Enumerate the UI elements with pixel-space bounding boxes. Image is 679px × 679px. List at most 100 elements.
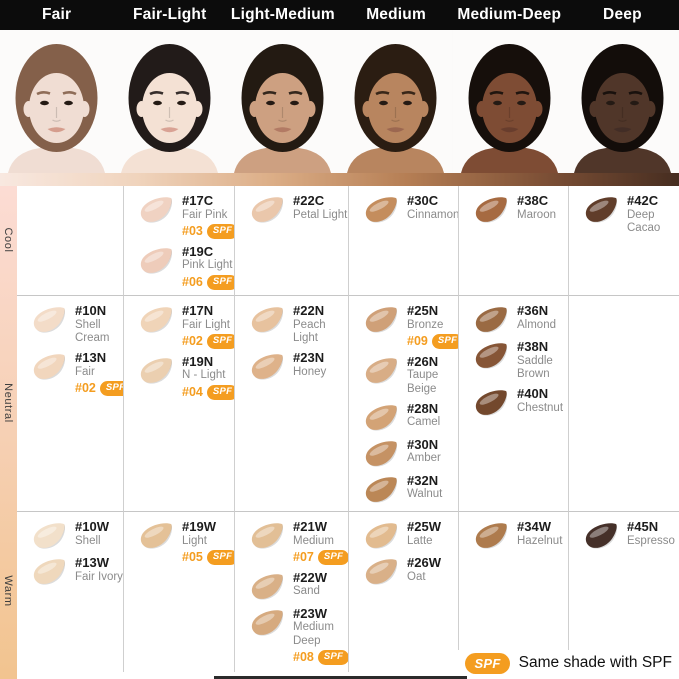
foundation-swatch-icon	[585, 523, 618, 549]
shade-text: #38C Maroon	[517, 193, 566, 224]
shade-name: Fair	[75, 365, 95, 378]
spf-badge: SPF	[206, 549, 234, 565]
foundation-swatch-icon	[140, 523, 173, 549]
shade-text: #23N Honey	[293, 350, 346, 381]
foundation-swatch-icon	[365, 197, 398, 223]
category-header: Fair Fair-Light Light-Medium Medium Medium-D…	[0, 0, 679, 30]
model-face-light-medium	[226, 30, 340, 173]
shade-code: #45N	[627, 519, 659, 534]
category-label-medium-deep: Medium-Deep	[457, 6, 562, 23]
foundation-swatch-icon	[365, 307, 398, 333]
spf-shade-number: #05	[182, 550, 203, 565]
shade-cell-warm-light-medium: #21W Medium #07 SPF #22W Sand #23W Medium Dee…	[234, 511, 348, 672]
spf-variant: #08 SPF	[293, 649, 348, 665]
shade-code: #34W	[517, 519, 551, 534]
undertone-label-warm: Warm	[2, 575, 14, 607]
shade-text: #10N Shell Cream	[75, 303, 121, 345]
shade-text: #17C Fair Pink #03 SPF	[182, 193, 234, 239]
spf-shade-number: #06	[182, 275, 203, 290]
shade-name: Espresso	[627, 534, 675, 547]
shade-cell-neutral-fair-light: #17N Fair Light #02 SPF #19N N - Light #04 SPF	[123, 295, 234, 511]
spf-shade-number: #08	[293, 650, 314, 665]
shade-entry--28n: #28N Camel	[362, 401, 456, 432]
shade-name: Walnut	[407, 488, 443, 501]
shade-name: Petal Light	[293, 208, 348, 221]
shade-cell-warm-medium-deep: #34W Hazelnut	[458, 511, 568, 672]
shade-code: #25N	[407, 303, 439, 318]
shade-name: Sand	[293, 585, 320, 598]
foundation-swatch-icon	[33, 559, 66, 585]
model-photo	[113, 30, 227, 173]
spf-badge: SPF	[317, 649, 348, 665]
shade-text: #32N Walnut	[407, 473, 456, 504]
shade-cell-cool-deep: #42C Deep Cacao	[568, 186, 679, 295]
shade-code: #32N	[407, 472, 439, 488]
foundation-swatch-icon	[475, 390, 508, 416]
shade-entry--42c: #42C Deep Cacao	[582, 193, 677, 235]
shade-code: #10W	[75, 519, 109, 534]
shade-code: #13N	[75, 350, 107, 366]
shade-name: Latte	[407, 534, 433, 547]
shade-code: #22N	[293, 303, 325, 318]
spf-variant: #03 SPF	[182, 223, 234, 239]
shade-name: Shell	[75, 534, 101, 547]
spf-badge: SPF	[206, 274, 234, 290]
shade-entry--10n: #10N Shell Cream	[30, 303, 121, 345]
shade-entry--23w: #23W Medium Deep #08 SPF	[248, 606, 348, 665]
foundation-swatch-icon	[251, 523, 284, 549]
shade-cell-cool-light-medium: #22C Petal Light	[234, 186, 348, 295]
foundation-swatch-icon	[33, 354, 66, 380]
foundation-swatch-icon	[475, 343, 508, 369]
shade-name: Taupe Beige	[407, 369, 439, 395]
model-photo	[565, 30, 679, 173]
shade-name: Fair Light	[182, 318, 230, 331]
spf-badge: SPF	[206, 333, 234, 349]
shade-cell-neutral-medium-deep: #36N Almond #38N Saddle Brown #40N Chestnut	[458, 295, 568, 511]
spf-shade-number: #09	[407, 334, 428, 349]
shade-entry--34w: #34W Hazelnut	[472, 519, 566, 550]
foundation-swatch-icon	[140, 197, 173, 223]
shade-code: #40N	[517, 386, 549, 402]
shade-name: Camel	[407, 416, 441, 429]
model-face-medium	[339, 30, 453, 173]
shade-cell-cool-fair	[17, 186, 123, 295]
shade-text: #30N Amber	[407, 437, 456, 468]
skin-tone-gradient-bar	[0, 173, 679, 186]
shade-entry--19c: #19C Pink Light #06 SPF	[137, 244, 234, 290]
shade-entry--10w: #10W Shell	[30, 519, 121, 550]
model-photo	[452, 30, 566, 173]
shade-text: #17N Fair Light #02 SPF	[182, 303, 234, 349]
shade-cell-warm-fair: #10W Shell #13W Fair Ivory	[17, 511, 123, 672]
shade-name: Almond	[517, 318, 556, 331]
shade-name: Light	[182, 534, 207, 547]
shade-name: Hazelnut	[517, 534, 563, 547]
model-photo	[226, 30, 340, 173]
shade-entry--19n: #19N N - Light #04 SPF	[137, 354, 234, 400]
shade-code: #25W	[407, 519, 441, 534]
shade-cell-cool-medium: #30C Cinnamon	[348, 186, 458, 295]
shade-entry--25w: #25W Latte	[362, 519, 456, 550]
shade-text: #19C Pink Light #06 SPF	[182, 244, 234, 290]
shade-entry--26n: #26N Taupe Beige	[362, 354, 456, 396]
shade-code: #38N	[517, 339, 549, 354]
foundation-swatch-icon	[475, 197, 508, 223]
shade-text: #23W Medium Deep #08 SPF	[293, 606, 348, 665]
shade-text: #36N Almond	[517, 303, 566, 334]
shade-entry--22w: #22W Sand	[248, 570, 346, 601]
undertone-sidebar: Cool Neutral Warm	[0, 186, 17, 679]
shade-text: #25W Latte	[407, 519, 456, 550]
foundation-swatch-icon	[140, 248, 173, 274]
shade-text: #22N Peach Light	[293, 303, 346, 345]
shade-entry--36n: #36N Almond	[472, 303, 566, 334]
bottom-accent-bar	[214, 676, 467, 679]
shade-entry--19w: #19W Light #05 SPF	[137, 519, 234, 565]
foundation-swatch-icon	[365, 441, 398, 467]
shade-code: #22W	[293, 569, 327, 585]
model-face-medium-deep	[452, 30, 566, 173]
shade-text: #34W Hazelnut	[517, 519, 566, 550]
shade-entry--17n: #17N Fair Light #02 SPF	[137, 303, 234, 349]
spf-badge: SPF	[317, 549, 348, 565]
foundation-swatch-icon	[140, 358, 173, 384]
